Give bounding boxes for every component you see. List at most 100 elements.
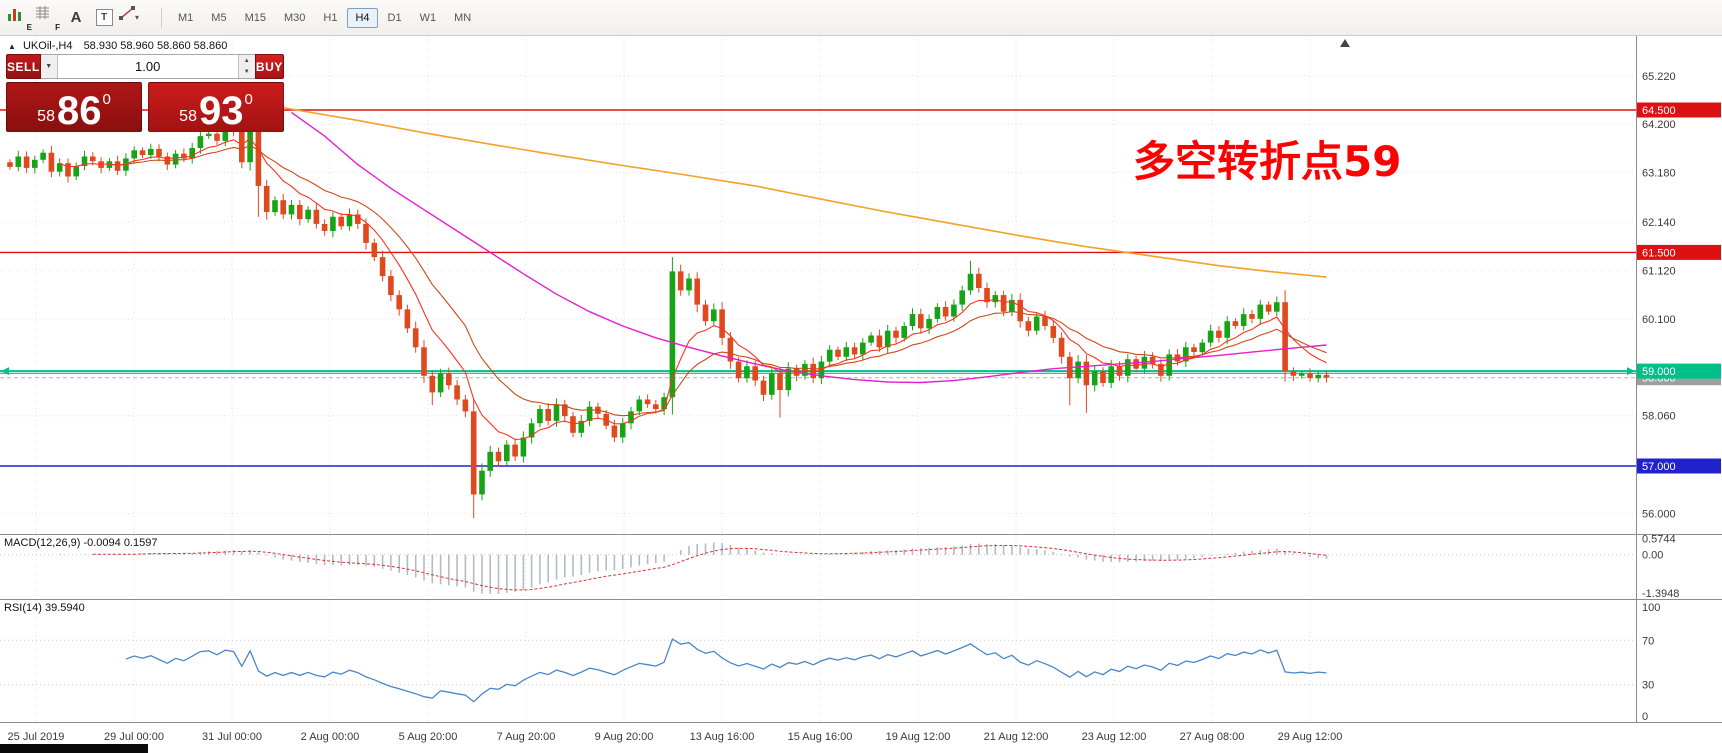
svg-text:29 Jul 00:00: 29 Jul 00:00 — [104, 731, 164, 743]
sell-price-big: 86 — [56, 89, 102, 133]
text-label-tool[interactable]: A — [63, 6, 89, 30]
sell-price-small: 58 — [37, 107, 55, 125]
svg-text:27 Aug 08:00: 27 Aug 08:00 — [1180, 731, 1245, 743]
svg-text:9 Aug 20:00: 9 Aug 20:00 — [595, 731, 654, 743]
timeframe-button-m15[interactable]: M15 — [244, 11, 266, 24]
ma-magenta-line — [291, 111, 1327, 384]
svg-text:2 Aug 00:00: 2 Aug 00:00 — [301, 731, 360, 743]
rsi-axis-labels: 100 70 30 0 — [1642, 602, 1660, 723]
macd-axis-labels: 0.5744 0.00 -1.3948 — [1642, 534, 1679, 600]
sell-price-sup: 0 — [102, 91, 111, 108]
macd-histogram — [58, 542, 1328, 594]
text-box-tool[interactable]: T — [91, 6, 117, 30]
profile-badge: F — [55, 22, 60, 32]
volume-input[interactable] — [57, 55, 238, 78]
volume-stepper[interactable]: ▲ ▼ — [237, 55, 255, 78]
profiles-icon[interactable]: F — [35, 5, 61, 32]
time-axis[interactable] — [0, 723, 1722, 753]
symbol-timeframe-label: UKOil-,H4 — [22, 40, 73, 52]
svg-text:65.220: 65.220 — [1642, 71, 1676, 83]
svg-text:100: 100 — [1642, 602, 1660, 614]
buy-button[interactable]: BUY — [254, 54, 284, 79]
svg-text:0: 0 — [1642, 711, 1648, 723]
indicator-badge: E — [26, 22, 32, 32]
toolbar: E F A T ▾ M1 M5 M1 — [0, 0, 1722, 36]
svg-text:64.500: 64.500 — [1642, 105, 1676, 117]
chevron-down-icon: ▾ — [134, 13, 139, 22]
ohlc-values: 58.930 58.960 58.860 58.860 — [83, 40, 228, 52]
svg-text:-1.3948: -1.3948 — [1642, 588, 1679, 600]
ma-fast-line-2 — [109, 144, 1327, 417]
timeframe-button-h1[interactable]: H1 — [323, 11, 338, 24]
price-badge-57.000: 57.000 — [1637, 458, 1721, 474]
grid-icon — [36, 5, 49, 19]
shapes-tool[interactable]: ▾ — [119, 5, 153, 30]
letter-a-icon: A — [70, 9, 82, 26]
price-badge-59.000: 59.000 — [1637, 363, 1721, 379]
buy-price-small: 58 — [179, 107, 197, 125]
stepper-up-icon[interactable]: ▲ — [243, 57, 250, 64]
svg-text:29 Aug 12:00: 29 Aug 12:00 — [1278, 731, 1343, 743]
svg-text:19 Aug 12:00: 19 Aug 12:00 — [886, 731, 951, 743]
chart-annotation-text: 多空转折点59 — [1133, 137, 1402, 186]
candlestick-chart-icon — [8, 8, 21, 21]
timeframe-button-m30[interactable]: M30 — [283, 11, 306, 24]
volume-control: ▼ ▲ ▼ — [40, 54, 255, 79]
buy-price-sup: 0 — [244, 91, 253, 108]
indicators-icon[interactable]: E — [7, 6, 33, 32]
volume-dropdown-icon[interactable]: ▼ — [40, 55, 58, 78]
time-axis-labels: 25 Jul 2019 29 Jul 00:00 31 Jul 00:00 2 Aug… — [8, 731, 1343, 743]
macd-panel-surface[interactable] — [0, 535, 1636, 599]
candlestick-plot — [7, 105, 1330, 519]
svg-text:59.000: 59.000 — [1642, 366, 1676, 378]
one-click-trading-panel: SELL ▼ ▲ ▼ BUY 58 86 0 58 93 0 — [6, 54, 284, 132]
svg-text:57.000: 57.000 — [1642, 461, 1676, 473]
toolbar-separator — [161, 7, 162, 28]
panel-borders — [0, 36, 1722, 723]
chart-shift-marker[interactable] — [1340, 39, 1350, 47]
svg-text:64.200: 64.200 — [1642, 119, 1676, 131]
ma-fast-line-1 — [59, 137, 1327, 441]
buy-price-box[interactable]: 58 93 0 — [148, 82, 284, 132]
collapse-panel-icon[interactable]: ▲ — [8, 42, 16, 51]
svg-text:21 Aug 12:00: 21 Aug 12:00 — [984, 731, 1049, 743]
sell-price-box[interactable]: 58 86 0 — [6, 82, 142, 132]
svg-text:62.140: 62.140 — [1642, 217, 1676, 229]
svg-text:31 Jul 00:00: 31 Jul 00:00 — [202, 731, 262, 743]
svg-text:30: 30 — [1642, 680, 1654, 692]
ma-orange-line — [225, 95, 1327, 278]
svg-text:23 Aug 12:00: 23 Aug 12:00 — [1082, 731, 1147, 743]
price-badge-64.500: 64.500 — [1637, 102, 1721, 118]
svg-text:70: 70 — [1642, 635, 1654, 647]
timeframe-button-mn[interactable]: MN — [454, 11, 472, 24]
macd-panel-title: MACD(12,26,9) -0.0094 0.1597 — [4, 537, 158, 549]
svg-text:56.000: 56.000 — [1642, 509, 1676, 521]
timeframe-button-w1[interactable]: W1 — [419, 11, 437, 24]
rsi-line — [125, 638, 1327, 703]
rsi-panel-surface[interactable] — [0, 600, 1636, 722]
svg-text:0.5744: 0.5744 — [1642, 534, 1676, 546]
macd-signal-line — [92, 545, 1327, 591]
timeframe-button-d1[interactable]: D1 — [387, 11, 402, 24]
svg-text:60.100: 60.100 — [1642, 314, 1676, 326]
rsi-panel-title: RSI(14) 39.5940 — [4, 602, 85, 614]
stepper-down-icon[interactable]: ▼ — [243, 69, 250, 76]
trendline-icon — [119, 5, 135, 20]
svg-text:5 Aug 20:00: 5 Aug 20:00 — [399, 731, 458, 743]
bottom-taskbar-fragment — [0, 744, 148, 753]
svg-text:15 Aug 16:00: 15 Aug 16:00 — [788, 731, 853, 743]
timeframe-button-m1[interactable]: M1 — [178, 11, 194, 24]
svg-text:61.120: 61.120 — [1642, 265, 1676, 277]
svg-text:25 Jul 2019: 25 Jul 2019 — [8, 731, 65, 743]
timeframe-button-m5[interactable]: M5 — [211, 11, 227, 24]
timeframe-group: M1 M5 M15 M30 H1 H4 D1 W1 MN — [169, 7, 480, 28]
timeframe-button-h4[interactable]: H4 — [347, 7, 378, 28]
svg-text:0.00: 0.00 — [1642, 550, 1663, 562]
price-badge-61.500: 61.500 — [1637, 244, 1721, 260]
sell-button[interactable]: SELL — [6, 54, 41, 79]
svg-text:7 Aug 20:00: 7 Aug 20:00 — [497, 731, 556, 743]
price-axis-labels: 65.220 64.200 63.180 62.140 61.120 60.100 58.0… — [1637, 71, 1721, 521]
svg-text:61.500: 61.500 — [1642, 247, 1676, 259]
